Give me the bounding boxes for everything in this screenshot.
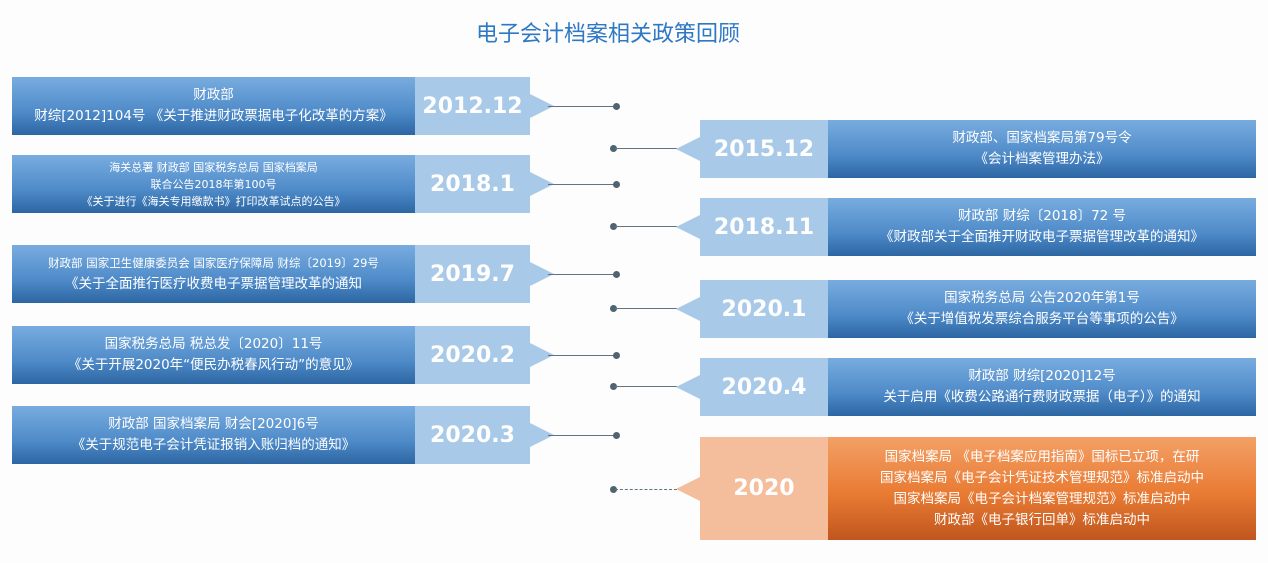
policy-text: 财政部 国家档案局 财会[2020]6号 [108, 416, 319, 432]
timeline-dot [613, 352, 620, 359]
policy-text: 《关于增值税发票综合服务平台等事项的公告》 [900, 311, 1184, 327]
policy-text: 国家档案局 《电子档案应用指南》国标已立项，在研 [884, 448, 1200, 465]
policy-text: 《财政部关于全面推开财政电子票据管理改革的通知》 [880, 229, 1204, 245]
arrow-icon [676, 297, 700, 321]
timeline-dot [613, 432, 620, 439]
timeline-dot [610, 486, 617, 493]
date-label: 2020.3 [415, 406, 530, 464]
timeline-dot [613, 181, 620, 188]
timeline-item-left: 财政部 国家档案局 财会[2020]6号 《关于规范电子会计凭证报销入账归档的通… [12, 406, 622, 464]
date-label: 2018.11 [700, 198, 828, 256]
date-label: 2015.12 [700, 120, 828, 178]
policy-box: 财政部 财综[2012]104号 《关于推进财政票据电子化改革的方案》 [12, 77, 415, 135]
policy-text: 财政部 [193, 87, 234, 103]
arrow-icon [676, 477, 700, 501]
policy-text: 财政部 国家卫生健康委员会 国家医疗保障局 财综〔2019〕29号 [48, 256, 379, 270]
timeline-item-left: 财政部 财综[2012]104号 《关于推进财政票据电子化改革的方案》 2012… [12, 77, 622, 135]
policy-text: 海关总署 财政部 国家税务总局 国家档案局 [109, 160, 318, 174]
timeline-dot [613, 271, 620, 278]
policy-box: 国家档案局 《电子档案应用指南》国标已立项，在研 国家档案局《电子会计凭证技术管… [828, 437, 1256, 540]
timeline-dot [610, 223, 617, 230]
policy-text: 《会计档案管理办法》 [974, 151, 1110, 167]
policy-box: 财政部 国家卫生健康委员会 国家医疗保障局 财综〔2019〕29号 《关于全面推… [12, 245, 415, 303]
connector-line [615, 308, 677, 309]
connector-line [548, 184, 616, 185]
arrow-icon [676, 375, 700, 399]
date-label: 2018.1 [415, 155, 530, 213]
timeline-item-right: 2018.11 财政部 财综〔2018〕72 号 《财政部关于全面推开财政电子票… [610, 198, 1256, 256]
connector-line [615, 386, 677, 387]
connector-line-dashed [615, 489, 677, 490]
policy-text: 财政部 财综〔2018〕72 号 [957, 208, 1127, 224]
connector-line [615, 226, 677, 227]
policy-box: 国家税务总局 公告2020年第1号 《关于增值税发票综合服务平台等事项的公告》 [828, 280, 1256, 338]
timeline-item-left: 财政部 国家卫生健康委员会 国家医疗保障局 财综〔2019〕29号 《关于全面推… [12, 245, 622, 303]
policy-text: 国家税务总局 税总发〔2020〕11号 [104, 336, 323, 352]
timeline-item-right: 2020.4 财政部 财综[2020]12号 关于启用《收费公路通行费财政票据（… [610, 358, 1256, 416]
date-label: 2020 [700, 437, 828, 540]
policy-text: 《关于开展2020年“便民办税春风行动”的意见》 [67, 357, 360, 373]
connector-line [615, 148, 677, 149]
policy-text: 《关于全面推行医疗收费电子票据管理改革的通知 [65, 276, 362, 292]
timeline-item-left: 国家税务总局 税总发〔2020〕11号 《关于开展2020年“便民办税春风行动”… [12, 326, 622, 384]
policy-text: 财政部 财综[2020]12号 [968, 368, 1116, 384]
policy-box: 财政部 财综[2020]12号 关于启用《收费公路通行费财政票据（电子）》的通知 [828, 358, 1256, 416]
timeline-dot [610, 305, 617, 312]
date-label: 2012.12 [415, 77, 530, 135]
date-label: 2019.7 [415, 245, 530, 303]
arrow-icon [676, 137, 700, 161]
policy-text: 《关于进行《海关专用缴款书》打印改革试点的公告》 [81, 194, 346, 208]
policy-box: 财政部、国家档案局第79号令 《会计档案管理办法》 [828, 120, 1256, 178]
policy-text: 国家档案局《电子会计档案管理规范》标准启动中 [893, 490, 1191, 507]
connector-line [548, 435, 616, 436]
policy-box: 海关总署 财政部 国家税务总局 国家档案局 联合公告2018年第100号 《关于… [12, 155, 415, 213]
timeline-item-right: 2020.1 国家税务总局 公告2020年第1号 《关于增值税发票综合服务平台等… [610, 280, 1256, 338]
policy-text: 《关于规范电子会计凭证报销入账归档的通知》 [71, 437, 356, 453]
policy-box: 财政部 国家档案局 财会[2020]6号 《关于规范电子会计凭证报销入账归档的通… [12, 406, 415, 464]
arrow-icon [676, 215, 700, 239]
policy-box: 国家税务总局 税总发〔2020〕11号 《关于开展2020年“便民办税春风行动”… [12, 326, 415, 384]
date-label: 2020.1 [700, 280, 828, 338]
page-title: 电子会计档案相关政策回顾 [475, 22, 740, 47]
date-label: 2020.2 [415, 326, 530, 384]
policy-text: 国家税务总局 公告2020年第1号 [944, 290, 1140, 306]
timeline-item-right-highlight: 2020 国家档案局 《电子档案应用指南》国标已立项，在研 国家档案局《电子会计… [610, 437, 1256, 540]
policy-text: 关于启用《收费公路通行费财政票据（电子）》的通知 [883, 389, 1201, 405]
policy-text: 财政部《电子银行回单》标准启动中 [934, 511, 1150, 528]
date-label: 2020.4 [700, 358, 828, 416]
timeline-dot [613, 103, 620, 110]
policy-text: 国家档案局《电子会计凭证技术管理规范》标准启动中 [880, 469, 1204, 486]
policy-text: 联合公告2018年第100号 [150, 177, 277, 191]
connector-line [548, 355, 616, 356]
policy-box: 财政部 财综〔2018〕72 号 《财政部关于全面推开财政电子票据管理改革的通知… [828, 198, 1256, 256]
timeline-item-right: 2015.12 财政部、国家档案局第79号令 《会计档案管理办法》 [610, 120, 1256, 178]
policy-text: 财综[2012]104号 《关于推进财政票据电子化改革的方案》 [34, 108, 393, 124]
connector-line [548, 106, 616, 107]
timeline-dot [610, 383, 617, 390]
connector-line [548, 274, 616, 275]
timeline-item-left: 海关总署 财政部 国家税务总局 国家档案局 联合公告2018年第100号 《关于… [12, 155, 622, 213]
timeline-dot [610, 145, 617, 152]
policy-text: 财政部、国家档案局第79号令 [952, 130, 1132, 146]
